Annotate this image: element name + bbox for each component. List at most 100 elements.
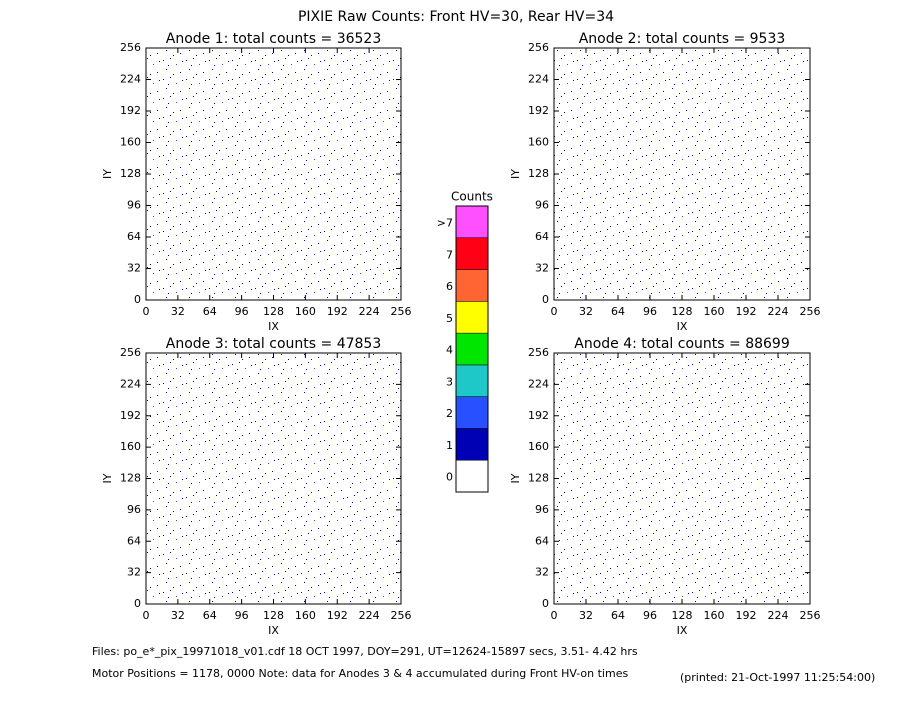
y-tick-label: 256 xyxy=(120,346,141,359)
colorbar-title: Counts xyxy=(451,190,493,204)
y-tick-label: 64 xyxy=(127,230,141,243)
panel-title: Anode 4: total counts = 88699 xyxy=(574,336,789,352)
color-box xyxy=(455,205,489,239)
y-tick-label: 128 xyxy=(120,472,141,485)
x-tick-label: 96 xyxy=(235,609,249,622)
x-tick-label: 64 xyxy=(611,609,625,622)
y-tick-label: 256 xyxy=(120,41,141,54)
x-tick-label: 256 xyxy=(391,609,412,622)
x-tick-label: 64 xyxy=(203,305,217,318)
x-tick-label: 224 xyxy=(768,609,789,622)
y-tick-label: 160 xyxy=(120,440,141,453)
pixel-map xyxy=(554,353,810,604)
x-tick-label: 256 xyxy=(800,305,821,318)
y-tick-label: 32 xyxy=(535,262,549,275)
colorbar-label: 1 xyxy=(446,439,453,452)
colorbar-label: >7 xyxy=(437,216,453,229)
x-tick-label: 64 xyxy=(611,305,625,318)
color-box xyxy=(455,364,489,397)
colorbar-label: 5 xyxy=(446,312,453,325)
color-box xyxy=(455,396,489,429)
x-tick-label: 128 xyxy=(672,305,693,318)
y-tick-label: 160 xyxy=(528,136,549,149)
x-axis-label: IX xyxy=(268,624,279,637)
x-tick-label: 96 xyxy=(643,305,657,318)
y-tick-label: 0 xyxy=(134,293,141,306)
y-tick-label: 224 xyxy=(120,73,141,86)
pixel-map xyxy=(554,48,810,300)
x-tick-label: 160 xyxy=(704,305,725,318)
x-tick-label: 192 xyxy=(736,305,757,318)
x-tick-label: 224 xyxy=(359,305,380,318)
x-tick-label: 96 xyxy=(235,305,249,318)
x-tick-label: 0 xyxy=(143,609,150,622)
footer-motor: Motor Positions = 1178, 0000 Note: data … xyxy=(92,667,628,680)
x-axis-label: IX xyxy=(677,624,688,637)
x-tick-label: 224 xyxy=(359,609,380,622)
footer-files: Files: po_e*_pix_19971018_v01.cdf 18 OCT… xyxy=(92,645,638,658)
colorbar-label: 6 xyxy=(446,280,453,293)
x-tick-label: 32 xyxy=(579,305,593,318)
y-tick-label: 224 xyxy=(528,377,549,390)
y-tick-label: 96 xyxy=(127,199,141,212)
y-tick-label: 256 xyxy=(528,41,549,54)
x-tick-label: 128 xyxy=(672,609,693,622)
panel-title: Anode 3: total counts = 47853 xyxy=(166,336,381,352)
colorbar-label: 0 xyxy=(446,471,453,484)
x-tick-label: 32 xyxy=(171,609,185,622)
y-tick-label: 64 xyxy=(127,534,141,547)
color-box xyxy=(455,332,489,366)
y-tick-label: 32 xyxy=(535,566,549,579)
x-tick-label: 160 xyxy=(295,609,316,622)
y-tick-label: 128 xyxy=(528,167,549,180)
y-tick-label: 64 xyxy=(535,534,549,547)
x-tick-label: 192 xyxy=(327,609,348,622)
colorbar-label: 2 xyxy=(446,407,453,420)
x-tick-label: 0 xyxy=(551,609,558,622)
color-box xyxy=(455,301,489,334)
y-tick-label: 224 xyxy=(120,377,141,390)
y-axis-label: IY xyxy=(101,473,114,483)
y-tick-label: 32 xyxy=(127,262,141,275)
page-title: PIXIE Raw Counts: Front HV=30, Rear HV=3… xyxy=(298,9,614,25)
x-tick-label: 128 xyxy=(263,305,284,318)
color-box xyxy=(455,269,489,302)
y-axis-label: IY xyxy=(101,169,114,179)
x-tick-label: 96 xyxy=(643,609,657,622)
x-tick-label: 0 xyxy=(551,305,558,318)
y-tick-label: 128 xyxy=(120,167,141,180)
y-tick-label: 192 xyxy=(528,409,549,422)
x-tick-label: 192 xyxy=(736,609,757,622)
y-tick-label: 64 xyxy=(535,230,549,243)
y-tick-label: 0 xyxy=(134,597,141,610)
x-tick-label: 256 xyxy=(391,305,412,318)
panel-title: Anode 2: total counts = 9533 xyxy=(579,31,786,47)
y-tick-label: 192 xyxy=(120,104,141,117)
x-tick-label: 224 xyxy=(768,305,789,318)
x-tick-label: 0 xyxy=(143,305,150,318)
y-tick-label: 96 xyxy=(535,199,549,212)
colorbar-frame xyxy=(455,205,489,493)
x-tick-label: 160 xyxy=(704,609,725,622)
y-axis-label: IY xyxy=(509,473,522,483)
x-tick-label: 32 xyxy=(171,305,185,318)
x-tick-label: 160 xyxy=(295,305,316,318)
y-tick-label: 32 xyxy=(127,566,141,579)
x-axis-label: IX xyxy=(268,320,279,333)
y-tick-label: 192 xyxy=(120,409,141,422)
x-tick-label: 64 xyxy=(203,609,217,622)
pixel-map xyxy=(146,48,401,300)
y-tick-label: 160 xyxy=(120,136,141,149)
x-tick-label: 128 xyxy=(263,609,284,622)
x-axis-label: IX xyxy=(677,320,688,333)
colorbar-label: 3 xyxy=(446,375,453,388)
y-tick-label: 96 xyxy=(535,503,549,516)
x-tick-label: 256 xyxy=(800,609,821,622)
panel-title: Anode 1: total counts = 36523 xyxy=(166,31,381,47)
color-box xyxy=(455,459,489,493)
y-tick-label: 256 xyxy=(528,346,549,359)
y-tick-label: 96 xyxy=(127,503,141,516)
y-axis-label: IY xyxy=(509,169,522,179)
y-tick-label: 192 xyxy=(528,104,549,117)
